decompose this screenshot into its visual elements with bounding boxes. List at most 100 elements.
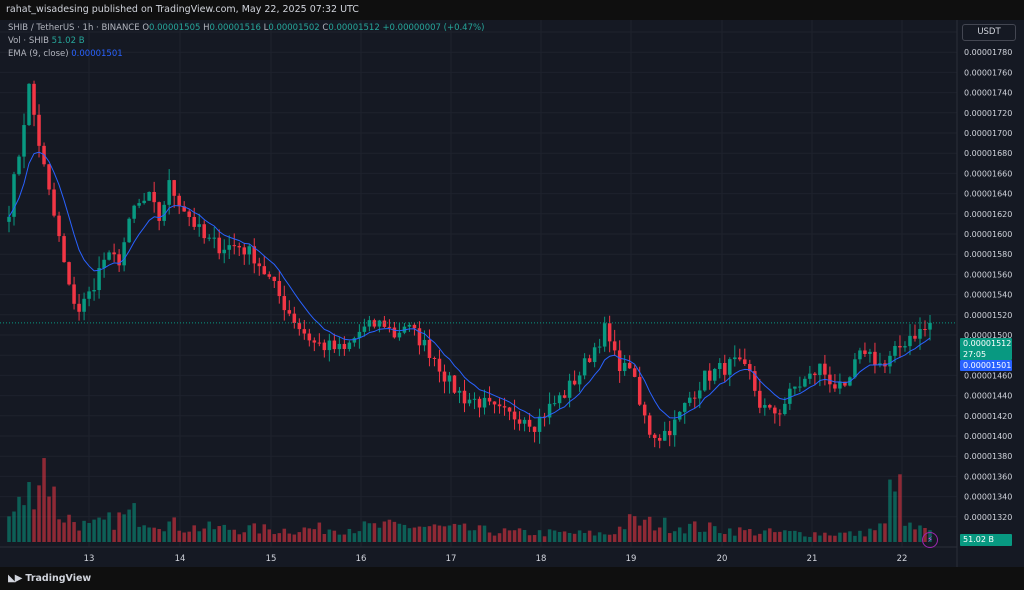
candle-body (587, 358, 592, 363)
volume-bar (472, 530, 477, 542)
price-axis-label: 0.00001700 (964, 129, 1012, 138)
volume-bar (858, 530, 862, 542)
volume-bar (287, 533, 292, 542)
volume-bar (738, 527, 742, 542)
candle-body (17, 156, 21, 175)
chart-area[interactable]: 0.000018000.000017800.000017600.00001740… (0, 20, 1024, 567)
volume-bar (22, 505, 26, 542)
volume-label[interactable]: Vol · SHIB (8, 36, 49, 46)
volume-bar (587, 530, 592, 542)
volume-bar (748, 529, 752, 542)
volume-bar (868, 528, 872, 542)
candle-body (672, 419, 677, 436)
volume-bar (127, 509, 131, 542)
candle-body (127, 218, 131, 243)
volume-bar (763, 530, 767, 542)
volume-bar (612, 534, 617, 542)
candle-body (447, 375, 452, 382)
candle-body (657, 437, 662, 441)
candle-body (793, 386, 797, 389)
volume-bar (803, 536, 807, 542)
candle-body (72, 284, 76, 304)
volume-bar (823, 532, 827, 542)
volume-bar (192, 525, 196, 542)
tradingview-logo[interactable]: ◣▶ TradingView (8, 573, 91, 584)
time-axis-label: 21 (807, 554, 818, 564)
candle-body (417, 328, 422, 346)
candle-body (913, 335, 917, 339)
volume-bar (883, 523, 887, 542)
candle-body (532, 426, 537, 432)
volume-bar (527, 535, 532, 542)
candle-body (162, 204, 166, 221)
volume-bar (202, 528, 206, 542)
volume-bar (132, 503, 136, 542)
volume-bar (482, 525, 487, 542)
volume-bar (312, 529, 317, 542)
volume-bar (562, 531, 567, 542)
volume-bar (813, 532, 817, 542)
last-price-tag: 0.00001512 27:05 (960, 338, 1012, 360)
volume-bar (888, 479, 892, 542)
volume-bar (818, 535, 822, 542)
candle-body (247, 246, 252, 255)
volume-bar (402, 524, 407, 542)
volume-bar (82, 520, 86, 542)
candle-body (763, 405, 767, 408)
price-axis-label: 0.00001600 (964, 230, 1012, 239)
candle-body (97, 268, 101, 291)
candle-body (457, 390, 462, 393)
candle-body (923, 329, 927, 331)
candle-body (617, 350, 622, 372)
candle-body (873, 351, 877, 366)
price-chart[interactable]: 0.000018000.000017800.000017600.00001740… (0, 20, 1024, 567)
candle-body (277, 281, 282, 297)
volume-bar (662, 517, 667, 542)
volume-bar (627, 514, 632, 542)
candle-body (652, 434, 657, 438)
candle-body (362, 326, 367, 332)
volume-bar (397, 523, 402, 542)
volume-bar (697, 531, 702, 542)
price-axis-label: 0.00001660 (964, 169, 1012, 178)
price-axis-label: 0.00001340 (964, 493, 1012, 502)
candle-body (647, 415, 652, 435)
candle-body (27, 83, 31, 126)
currency-button[interactable]: USDT (962, 24, 1016, 41)
candle-body (823, 363, 827, 375)
candle-body (692, 397, 697, 399)
symbol-label[interactable]: SHIB / TetherUS · 1h · BINANCE (8, 23, 140, 33)
volume-bar (713, 526, 717, 542)
volume-bar (642, 519, 647, 542)
candle-body (412, 324, 417, 329)
volume-bar (592, 535, 597, 542)
tradingview-mark-icon: ◣▶ (8, 573, 22, 584)
candle-body (327, 340, 332, 351)
candle-body (818, 363, 822, 376)
volume-bar (267, 529, 272, 542)
volume-bar (277, 533, 282, 542)
candle-body (697, 390, 702, 399)
close-value: 0.00001512 (328, 23, 380, 33)
ema-label[interactable]: EMA (9, close) (8, 49, 69, 59)
low-value: 0.00001502 (268, 23, 320, 33)
volume-bar (477, 525, 482, 542)
candle-body (813, 373, 817, 376)
candle-body (22, 125, 26, 157)
volume-bar (542, 536, 547, 542)
candle-body (527, 419, 532, 427)
candle-body (292, 313, 297, 324)
volume-bar (532, 535, 537, 542)
candle-body (858, 350, 862, 360)
volume-bar (97, 517, 101, 542)
lightning-icon[interactable]: ⚡ (922, 532, 938, 548)
candle-body (472, 398, 477, 400)
volume-bar (863, 536, 867, 542)
candle-body (682, 402, 687, 412)
volume-bar (848, 531, 852, 542)
volume-bar (567, 532, 572, 542)
volume-bar (292, 534, 297, 542)
volume-bar (112, 529, 116, 542)
volume-bar (502, 528, 507, 542)
candle-body (562, 395, 567, 398)
